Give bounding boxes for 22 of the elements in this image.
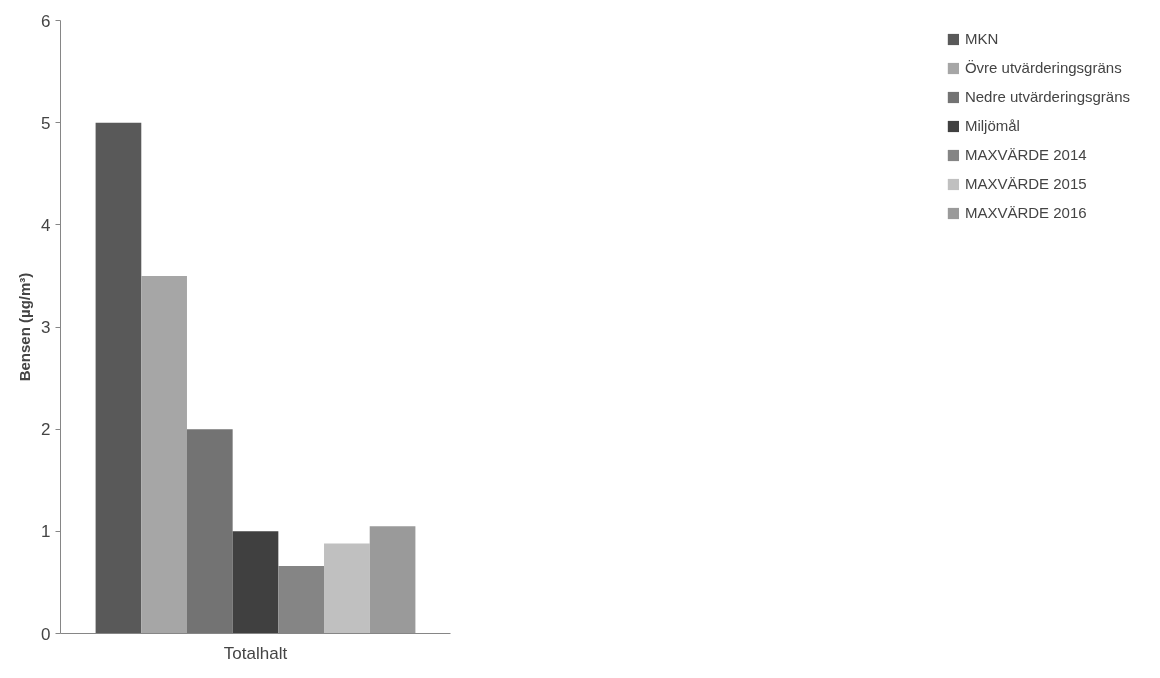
bar <box>369 526 416 634</box>
y-tick-label: 1 <box>41 522 51 542</box>
y-tick-label: 2 <box>41 420 51 440</box>
legend-label: MAXVÄRDE 2014 <box>964 146 1087 163</box>
x-tick-label: Totalhalt <box>223 643 288 663</box>
bar <box>324 543 370 634</box>
y-axis-title: Bensen (µg/m³) <box>16 272 34 382</box>
legend-label: Nedre utvärderingsgräns <box>964 88 1130 105</box>
y-tick-label: 6 <box>41 11 51 31</box>
bar <box>232 531 279 634</box>
legend-label: MKN <box>964 30 999 47</box>
legend-label: Övre utvärderingsgräns <box>964 59 1122 76</box>
y-tick-label: 4 <box>41 215 51 235</box>
bar <box>141 275 187 634</box>
legend-label: MAXVÄRDE 2016 <box>964 204 1087 221</box>
y-tick-label: 3 <box>41 318 51 337</box>
y-tick-label: 5 <box>41 113 51 133</box>
legend-label: Miljömål <box>964 117 1020 134</box>
bar <box>186 429 233 634</box>
legend-label: MAXVÄRDE 2015 <box>964 175 1087 192</box>
y-tick-label: 0 <box>41 624 51 644</box>
bar <box>95 122 142 634</box>
